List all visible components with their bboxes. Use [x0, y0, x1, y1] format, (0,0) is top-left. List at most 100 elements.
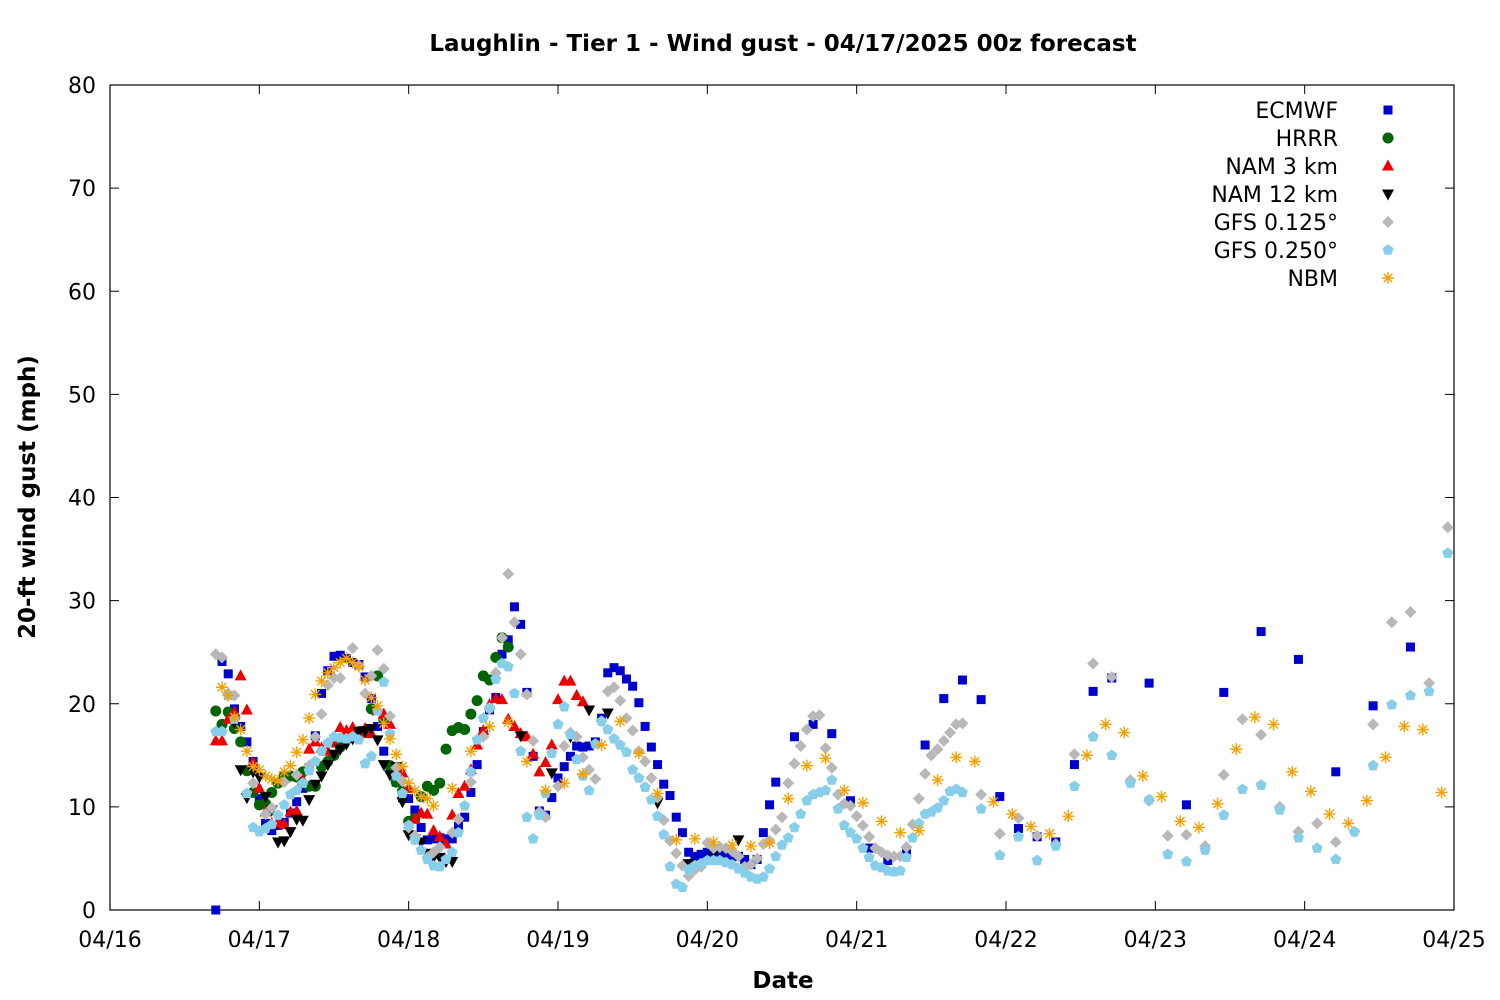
data-point — [334, 744, 347, 756]
data-point — [346, 642, 359, 655]
data-point — [303, 742, 316, 754]
legend-label: NAM 3 km — [1225, 155, 1338, 180]
data-point — [558, 740, 571, 753]
data-point — [601, 708, 614, 720]
data-point — [402, 830, 415, 842]
data-point — [502, 641, 514, 653]
data-point — [284, 759, 297, 772]
data-point — [609, 663, 619, 673]
data-point — [894, 865, 906, 876]
data-point — [595, 739, 608, 751]
legend-label: GFS 0.250° — [1214, 239, 1338, 264]
data-point — [253, 763, 266, 776]
data-point — [408, 784, 421, 797]
data-point — [621, 674, 631, 684]
data-point — [863, 851, 875, 863]
legend-label: NAM 12 km — [1211, 183, 1338, 208]
data-point — [844, 826, 856, 838]
data-point — [340, 652, 353, 665]
data-point — [564, 674, 577, 686]
data-point — [1292, 832, 1304, 843]
data-point — [764, 862, 776, 874]
data-point — [496, 631, 508, 644]
data-point — [776, 811, 788, 824]
data-point — [447, 834, 457, 844]
y-tick-label: 10 — [68, 796, 96, 821]
data-point — [472, 760, 482, 770]
data-point — [659, 779, 669, 789]
data-point — [453, 821, 463, 831]
data-point — [770, 850, 782, 862]
data-point — [371, 644, 384, 657]
data-point — [240, 745, 253, 758]
data-point — [1024, 820, 1037, 833]
data-point — [900, 841, 913, 854]
series-gfs-0-125 — [209, 521, 1454, 882]
data-point — [373, 721, 383, 731]
data-point — [329, 651, 339, 661]
data-point — [769, 823, 782, 836]
data-point — [527, 833, 539, 844]
data-point — [651, 787, 664, 800]
data-point — [552, 693, 564, 705]
data-point — [633, 772, 645, 783]
x-tick-label: 04/19 — [526, 928, 589, 953]
data-point — [950, 751, 963, 764]
data-point — [788, 757, 801, 770]
data-point — [408, 812, 421, 824]
data-point — [1348, 825, 1360, 837]
data-point — [813, 709, 826, 722]
data-point — [819, 742, 832, 755]
data-point — [696, 849, 706, 859]
data-point — [290, 768, 303, 781]
data-point — [290, 746, 303, 759]
data-point — [471, 695, 483, 707]
data-point — [632, 747, 645, 760]
data-point — [508, 687, 520, 699]
data-point — [1180, 855, 1192, 867]
data-point — [421, 792, 434, 805]
data-point — [1031, 829, 1044, 842]
data-point — [452, 813, 465, 826]
data-point — [1423, 677, 1436, 690]
data-point — [346, 656, 359, 669]
data-point — [309, 688, 322, 701]
series-hrrr — [210, 632, 514, 827]
data-point — [371, 699, 384, 712]
data-point — [292, 797, 302, 807]
data-point — [527, 734, 540, 747]
legend-marker — [1382, 216, 1394, 228]
data-point — [416, 823, 426, 832]
data-point — [520, 755, 533, 768]
data-point — [1311, 817, 1324, 830]
data-point — [502, 660, 514, 672]
data-point — [502, 567, 515, 580]
y-tick-label: 40 — [68, 487, 96, 512]
x-tick-label: 04/23 — [1124, 928, 1187, 953]
data-point — [272, 775, 284, 788]
data-point — [433, 852, 446, 864]
data-point — [827, 729, 837, 739]
x-tick-label: 04/18 — [377, 928, 440, 953]
data-point — [614, 715, 627, 728]
data-point — [931, 774, 944, 787]
data-point — [1088, 686, 1098, 696]
data-point — [558, 777, 571, 790]
data-point — [620, 746, 632, 757]
series-gfs-0-250 — [210, 547, 1454, 892]
data-point — [744, 858, 757, 871]
data-point — [912, 824, 925, 837]
data-point — [254, 794, 264, 804]
data-point — [533, 809, 545, 820]
data-point — [1329, 835, 1342, 848]
data-point — [1360, 794, 1373, 807]
data-point — [615, 666, 625, 676]
data-point — [957, 675, 967, 685]
data-point — [216, 725, 228, 737]
data-point — [377, 717, 390, 730]
data-point — [1304, 785, 1317, 798]
data-point — [925, 749, 938, 762]
data-point — [234, 723, 247, 736]
data-point — [421, 853, 433, 865]
